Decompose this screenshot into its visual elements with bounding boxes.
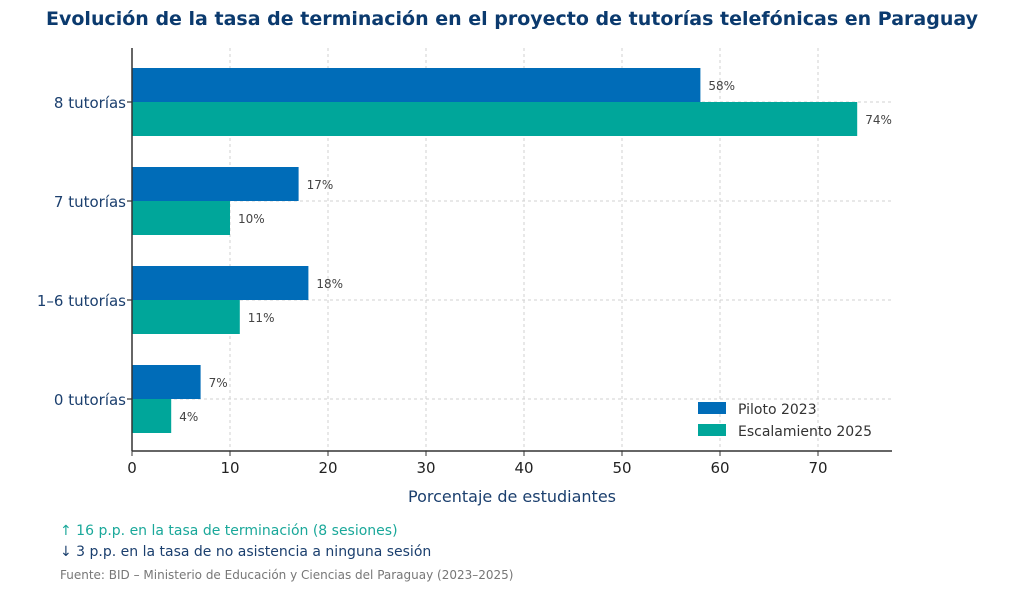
x-tick-label: 60 [710, 459, 729, 477]
increase-note: ↑ 16 p.p. en la tasa de terminación (8 s… [60, 523, 398, 539]
data-label: 11% [248, 311, 275, 325]
bar-escalamiento-2025 [132, 102, 858, 136]
legend-label: Piloto 2023 [738, 402, 817, 418]
bar-escalamiento-2025 [132, 399, 172, 433]
legend-swatch [698, 424, 726, 436]
axes: 8 tutorías 7 tutorías 1–6 tutorías 0 tutorí… [37, 48, 892, 506]
y-tick-label: 7 tutorías [54, 193, 126, 211]
y-tick-label: 0 tutorías [54, 391, 126, 409]
data-labels: 58% 74% 17% 10% 18% 11% 7% 4% [179, 79, 892, 424]
data-label: 17% [307, 178, 334, 192]
data-label: 74% [865, 113, 892, 127]
chart-title: Evolución de la tasa de terminación en e… [46, 8, 978, 30]
bar-piloto-2023 [132, 68, 701, 102]
legend-label: Escalamiento 2025 [738, 424, 872, 440]
bar-piloto-2023 [132, 365, 201, 399]
x-tick-label: 40 [514, 459, 533, 477]
data-label: 18% [316, 277, 343, 291]
data-label: 58% [708, 79, 735, 93]
bars [132, 68, 858, 433]
legend: Piloto 2023 Escalamiento 2025 [698, 402, 872, 440]
data-label: 4% [179, 410, 198, 424]
x-tick-label: 50 [612, 459, 631, 477]
legend-swatch [698, 402, 726, 414]
y-tick-label: 1–6 tutorías [37, 292, 126, 310]
x-axis-title: Porcentaje de estudiantes [408, 487, 616, 506]
bar-escalamiento-2025 [132, 201, 230, 235]
data-label: 7% [209, 376, 228, 390]
bar-piloto-2023 [132, 167, 299, 201]
decrease-note: ↓ 3 p.p. en la tasa de no asistencia a n… [60, 544, 432, 560]
bar-piloto-2023 [132, 266, 309, 300]
x-tick-label: 10 [220, 459, 239, 477]
source-note: Fuente: BID – Ministerio de Educación y … [60, 568, 514, 582]
x-tick-label: 30 [416, 459, 435, 477]
y-tick-label: 8 tutorías [54, 94, 126, 112]
x-tick-label: 20 [318, 459, 337, 477]
x-tick-label: 70 [808, 459, 827, 477]
x-tick-label: 0 [127, 459, 137, 477]
data-label: 10% [238, 212, 265, 226]
bar-escalamiento-2025 [132, 300, 240, 334]
